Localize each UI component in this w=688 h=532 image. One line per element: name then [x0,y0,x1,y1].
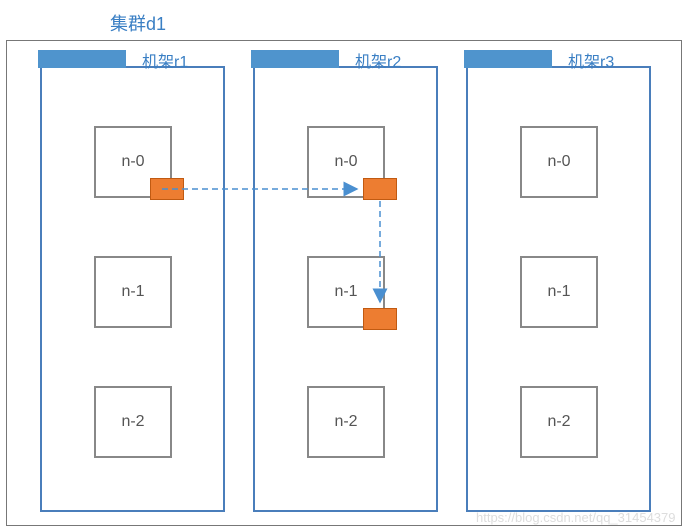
rack-label-1: 机架r1 [142,48,188,72]
rack-label-2: 机架r2 [355,48,401,72]
data-block-2 [363,308,397,330]
data-block-0 [150,178,184,200]
node-r1-2: n-2 [94,386,172,458]
node-r3-1: n-1 [520,256,598,328]
node-r1-1: n-1 [94,256,172,328]
cluster-title: 集群d1 [110,10,166,36]
node-r2-2: n-2 [307,386,385,458]
rack-header-1 [38,50,126,68]
watermark: https://blog.csdn.net/qq_31454379 [476,510,676,525]
rack-header-2 [251,50,339,68]
node-r3-2: n-2 [520,386,598,458]
rack-header-3 [464,50,552,68]
data-block-1 [363,178,397,200]
node-r3-0: n-0 [520,126,598,198]
rack-label-3: 机架r3 [568,48,614,72]
